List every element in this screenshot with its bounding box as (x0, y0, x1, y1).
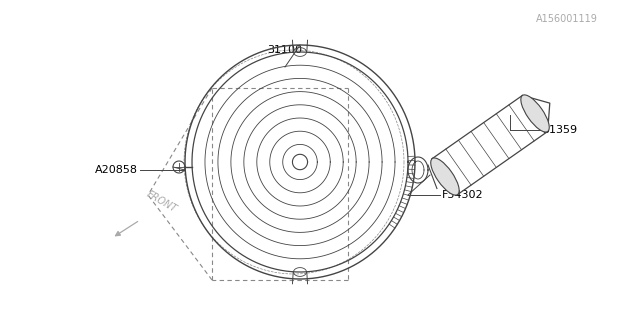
Text: A20858: A20858 (95, 165, 138, 175)
Ellipse shape (431, 158, 459, 195)
Ellipse shape (521, 95, 549, 132)
Text: FRONT: FRONT (145, 189, 179, 214)
Text: 31100: 31100 (268, 45, 303, 55)
Text: A156001119: A156001119 (536, 14, 597, 24)
Text: F34302: F34302 (442, 190, 484, 200)
Text: 31359: 31359 (542, 125, 577, 135)
